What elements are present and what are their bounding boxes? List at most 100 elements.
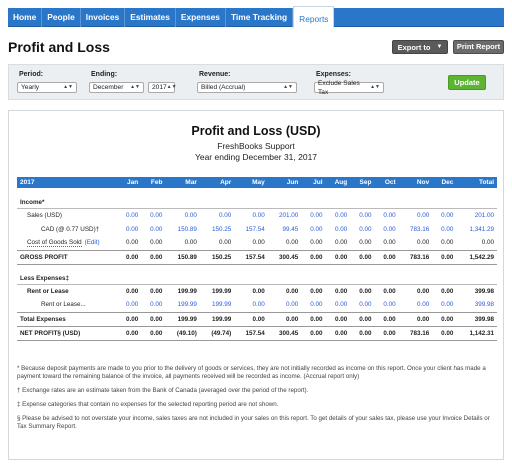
select-arrows-icon: ▲▼ [130,84,140,90]
ending-year-select[interactable]: 2017 ▲▼ [148,82,177,93]
value-cell[interactable]: 0.00 [219,211,232,219]
nav-filler [334,8,504,26]
section-label: Less Expenses‡ [17,273,497,285]
main-nav: Home People Invoices Estimates Expenses … [8,6,504,28]
value-cell[interactable]: 0.00 [125,225,139,233]
value-cell[interactable]: 150.25 [212,225,232,233]
value-cell[interactable]: 0.00 [184,211,197,219]
spacer-row [17,188,497,197]
select-arrows-icon: ▲▼ [63,84,73,90]
column-header: Mar [165,177,200,188]
profit-loss-table: 2017 Jan Feb Mar Apr May Jun Jul Aug Sep… [17,177,497,341]
value-cell: 0.00 [325,325,351,341]
revenue-select[interactable]: Billed (Accrual) ▲▼ [197,82,297,93]
value-cell[interactable]: 0.00 [441,211,454,219]
value-cell[interactable]: 99.45 [282,225,299,233]
value-cell: 199.99 [212,287,232,295]
value-cell[interactable]: 199.99 [212,301,232,309]
value-cell: 399.98 [474,287,494,295]
update-button[interactable]: Update [448,75,486,90]
value-cell[interactable]: 0.00 [416,301,430,309]
value-cell[interactable]: 0.00 [359,301,372,309]
print-report-button[interactable]: Print Report [453,40,504,54]
value-cell[interactable]: 199.99 [177,301,197,309]
report-title: Profit and Loss (USD) [191,124,321,138]
value-cell: 150.89 [165,249,200,265]
value-cell[interactable]: 0.00 [150,301,163,309]
value-cell: 783.16 [398,249,433,265]
value-cell[interactable]: 0.00 [150,225,163,233]
value-cell[interactable]: 0.00 [125,211,139,219]
value-cell[interactable]: 783.16 [409,225,430,233]
row-label: NET PROFIT§ (USD) [17,325,117,341]
tab-expenses[interactable]: Expenses [176,8,226,27]
value-cell[interactable]: 0.00 [334,225,348,233]
value-cell: 157.54 [234,249,268,265]
value-cell[interactable]: 0.00 [252,211,265,219]
revenue-label: Revenue: [199,71,231,78]
value-cell[interactable]: 201.00 [279,211,299,219]
value-cell: 300.45 [267,249,302,265]
value-cell[interactable]: 0.00 [416,211,430,219]
value-cell: 0.00 [432,249,457,265]
value-cell: 0.00 [150,239,163,247]
column-header: Jul [301,177,326,188]
value-cell[interactable]: 0.00 [359,225,372,233]
expenses-select[interactable]: Exclude Sales Tax ▲▼ [314,80,384,96]
value-cell: 0.00 [117,325,142,341]
section-header-row: Income* [17,197,497,209]
tab-people[interactable]: People [42,8,81,27]
value-cell: 0.00 [141,311,166,327]
value-cell[interactable]: 0.00 [334,211,348,219]
period-select[interactable]: Yearly ▲▼ [17,82,77,93]
value-cell[interactable]: 0.00 [383,225,396,233]
row-label-text: CAD (@ 0.77 USD)† [41,225,100,233]
value-cell[interactable]: 0.00 [441,225,454,233]
note-deposits: * Because deposit payments are made to y… [17,365,486,380]
note-exchange: † Exchange rates are an estimate taken f… [17,387,309,394]
chevron-down-icon: ▼ [436,44,443,50]
value-cell[interactable]: 0.00 [310,225,323,233]
section-header-row: Less Expenses‡ [17,273,497,285]
edit-cogs-link[interactable]: (Edit) [84,239,100,247]
value-cell[interactable]: 0.00 [252,301,265,309]
tab-invoices[interactable]: Invoices [81,8,126,27]
value-cell: 0.00 [252,287,265,295]
table-body: Income* Sales (USD) 0.00 0.00 0.00 0.00 0.00 20… [17,188,497,341]
column-header: Total [456,177,497,188]
column-header: Nov [398,177,433,188]
period-value: Yearly [21,84,40,91]
table-row: GROSS PROFIT 0.00 0.00 150.89 150.25 157.54 30… [17,249,497,265]
row-label-text: Cost of Goods Sold [27,239,82,248]
value-cell[interactable]: 0.00 [125,301,139,309]
tab-time-tracking[interactable]: Time Tracking [226,8,294,27]
row-label: Rent or Lease [17,284,117,298]
value-cell[interactable]: 0.00 [310,301,323,309]
value-cell[interactable]: 0.00 [441,301,454,309]
column-header: Oct [374,177,399,188]
table-row: Rent or Lease... 0.00 0.00 199.99 199.99 0.00… [17,298,497,312]
value-cell[interactable]: 0.00 [359,211,372,219]
value-cell[interactable]: 0.00 [310,211,323,219]
tab-home[interactable]: Home [8,8,43,27]
select-arrows-icon: ▲▼ [370,84,380,90]
value-cell[interactable]: 0.00 [286,301,299,309]
value-cell[interactable]: 0.00 [150,211,163,219]
value-cell: 0.00 [374,249,399,265]
value-cell: 0.00 [125,287,139,295]
value-cell: 0.00 [334,239,348,247]
tab-reports[interactable]: Reports [293,6,335,28]
value-cell: 0.00 [141,249,166,265]
export-button[interactable]: Export to ▼ [392,40,448,54]
value-cell[interactable]: 0.00 [383,211,396,219]
value-cell[interactable]: 150.89 [177,225,197,233]
value-cell[interactable]: 157.54 [245,225,265,233]
value-cell: 0.00 [125,239,139,247]
ending-month-select[interactable]: December ▲▼ [89,82,144,93]
value-cell: 0.00 [325,249,351,265]
tab-estimates[interactable]: Estimates [125,8,176,27]
value-cell: 1,142.31 [456,325,497,341]
report-panel: Profit and Loss (USD) FreshBooks Support… [8,110,504,460]
value-cell[interactable]: 0.00 [334,301,348,309]
value-cell[interactable]: 0.00 [383,301,396,309]
